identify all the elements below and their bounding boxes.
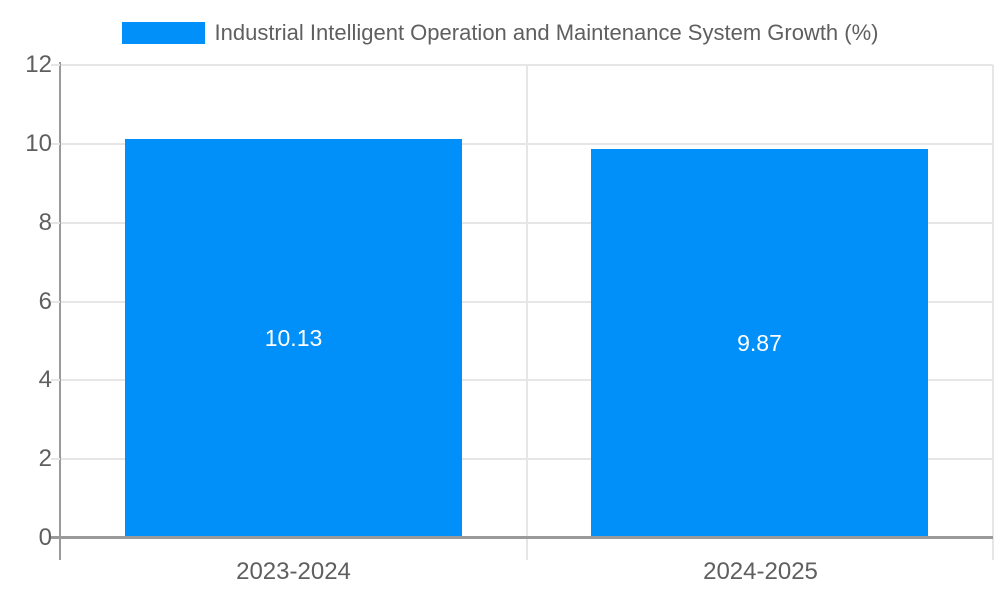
x-tick-label: 2023-2024 [236, 558, 351, 585]
y-tick-label: 12 [25, 51, 52, 78]
bar-value-label: 10.13 [264, 325, 323, 351]
y-tick-label: 0 [38, 524, 52, 551]
bar-2024-2025 [591, 149, 928, 538]
y-tick-label: 4 [38, 366, 52, 394]
y-tick-mark [51, 64, 60, 66]
gridline-x-1 [526, 65, 528, 560]
y-tick-mark [51, 142, 60, 145]
chart-legend: Industrial Intelligent Operation and Mai… [0, 18, 1000, 48]
y-tick-label: 6 [38, 287, 52, 315]
y-tick-label: 2 [38, 445, 52, 473]
x-axis-line [51, 536, 993, 539]
gridline-x-2 [992, 65, 994, 560]
y-tick-mark [51, 300, 60, 303]
legend-swatch [121, 22, 205, 44]
y-tick-mark [51, 537, 60, 539]
y-axis-line [59, 62, 61, 560]
y-tick-label: 10 [25, 129, 52, 157]
y-tick-mark [51, 221, 60, 224]
plot-area: 10.13 9.87 [51, 62, 994, 560]
y-tick-mark [51, 458, 60, 461]
x-tick-label: 2024-2025 [703, 558, 818, 585]
legend-label: Industrial Intelligent Operation and Mai… [214, 20, 879, 45]
y-tick-label: 8 [38, 208, 52, 236]
bar-value-label: 9.87 [737, 330, 782, 356]
y-tick-mark [51, 379, 60, 382]
bar-2023-2024 [125, 139, 462, 538]
